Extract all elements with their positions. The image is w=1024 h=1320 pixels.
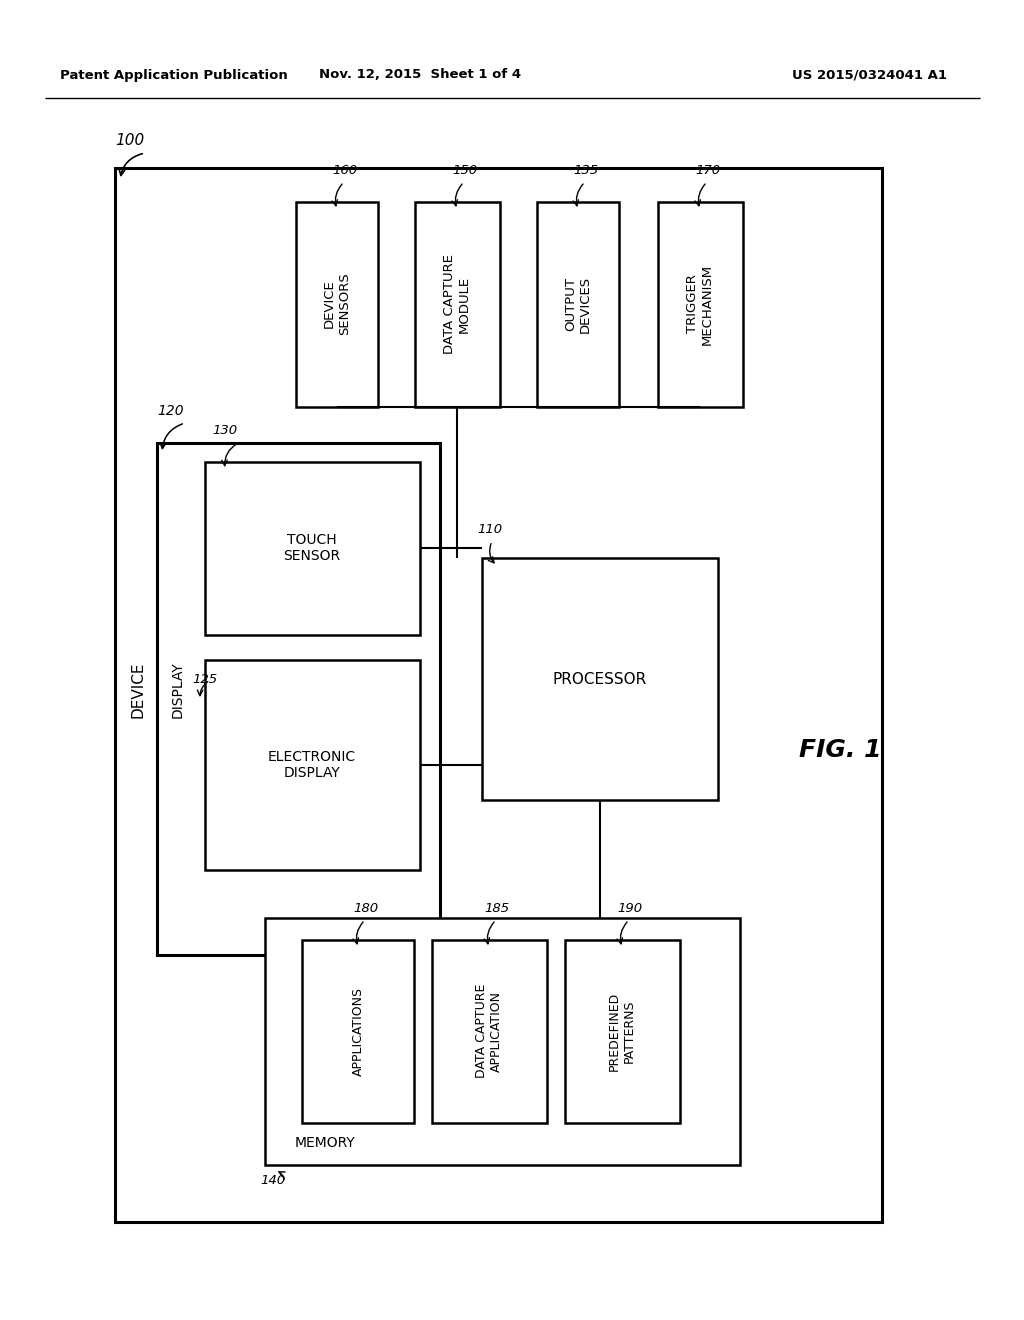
Text: FIG. 1: FIG. 1 xyxy=(799,738,882,762)
Text: DEVICE
SENSORS: DEVICE SENSORS xyxy=(323,273,351,335)
Text: APPLICATIONS: APPLICATIONS xyxy=(351,986,365,1076)
Text: DATA CAPTURE
APPLICATION: DATA CAPTURE APPLICATION xyxy=(475,983,503,1078)
Text: 130: 130 xyxy=(212,424,238,437)
Text: US 2015/0324041 A1: US 2015/0324041 A1 xyxy=(793,69,947,82)
Bar xyxy=(658,202,743,407)
Bar xyxy=(265,917,740,1166)
Text: TRIGGER
MECHANISM: TRIGGER MECHANISM xyxy=(686,264,714,345)
Bar xyxy=(115,168,882,1222)
Text: 135: 135 xyxy=(573,164,598,177)
Text: ELECTRONIC
DISPLAY: ELECTRONIC DISPLAY xyxy=(268,750,356,780)
Text: PROCESSOR: PROCESSOR xyxy=(553,672,647,686)
Text: 100: 100 xyxy=(115,133,144,148)
Text: OUTPUT
DEVICES: OUTPUT DEVICES xyxy=(564,276,592,333)
Bar xyxy=(432,940,547,1123)
Text: DATA CAPTURE
MODULE: DATA CAPTURE MODULE xyxy=(443,253,471,354)
Text: 120: 120 xyxy=(157,404,183,418)
Text: 150: 150 xyxy=(452,164,477,177)
Text: DEVICE: DEVICE xyxy=(130,661,145,718)
Text: 190: 190 xyxy=(617,902,642,915)
Text: TOUCH
SENSOR: TOUCH SENSOR xyxy=(284,533,341,564)
Text: 170: 170 xyxy=(695,164,720,177)
Bar xyxy=(537,202,618,407)
Bar xyxy=(205,660,420,870)
Text: DISPLAY: DISPLAY xyxy=(171,661,185,718)
Text: 185: 185 xyxy=(484,902,509,915)
Bar xyxy=(482,558,718,800)
Text: 110: 110 xyxy=(477,523,502,536)
Text: Nov. 12, 2015  Sheet 1 of 4: Nov. 12, 2015 Sheet 1 of 4 xyxy=(318,69,521,82)
Text: 140: 140 xyxy=(260,1173,285,1187)
Text: PREDEFINED
PATTERNS: PREDEFINED PATTERNS xyxy=(608,991,636,1071)
Bar xyxy=(415,202,500,407)
Bar xyxy=(157,444,440,954)
Text: Patent Application Publication: Patent Application Publication xyxy=(60,69,288,82)
Bar xyxy=(205,462,420,635)
Text: MEMORY: MEMORY xyxy=(295,1137,355,1150)
Text: 125: 125 xyxy=(193,673,217,686)
Bar xyxy=(302,940,414,1123)
Text: 180: 180 xyxy=(353,902,378,915)
Bar xyxy=(296,202,378,407)
Text: 160: 160 xyxy=(332,164,357,177)
Bar xyxy=(565,940,680,1123)
